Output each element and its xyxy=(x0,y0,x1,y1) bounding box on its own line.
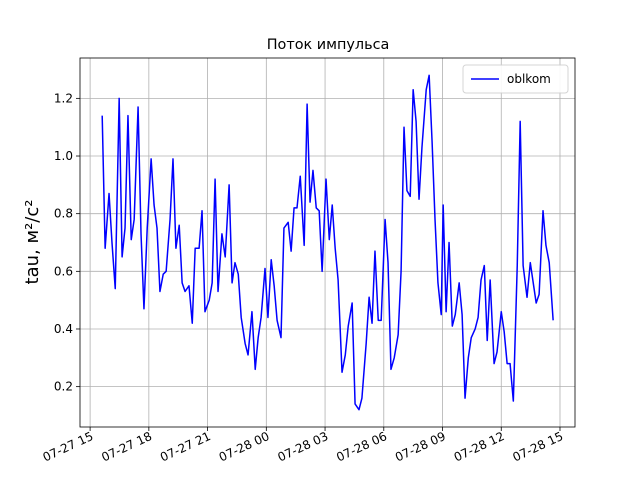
y-axis-label: tau, м²/с² xyxy=(22,200,43,285)
plot-frame xyxy=(79,57,576,428)
y-tick-label: 1.0 xyxy=(54,149,73,163)
y-tick-label: 0.4 xyxy=(54,322,73,336)
data-line xyxy=(101,74,554,411)
legend-label: oblkom xyxy=(507,72,551,86)
y-tick-label: 0.8 xyxy=(54,207,73,221)
y-tick-label: 0.6 xyxy=(54,264,73,278)
y-tick-label: 1.2 xyxy=(54,91,73,105)
y-tick-label: 0.2 xyxy=(54,380,73,394)
chart-title: Поток импульса xyxy=(267,37,390,53)
legend-box xyxy=(462,64,569,94)
